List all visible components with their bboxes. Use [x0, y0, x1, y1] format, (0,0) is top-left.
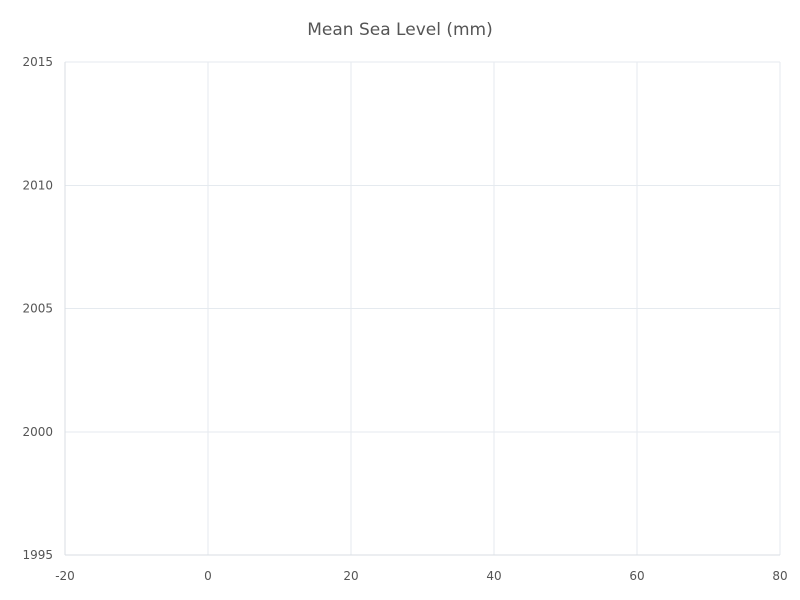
- x-tick-label: 20: [343, 569, 358, 583]
- chart-title: Mean Sea Level (mm): [307, 20, 493, 40]
- x-tick-label: 0: [204, 569, 212, 583]
- y-tick-label: 2015: [22, 55, 53, 69]
- y-tick-label: 2005: [22, 302, 53, 316]
- x-tick-label: 40: [486, 569, 501, 583]
- x-tick-label: -20: [55, 569, 75, 583]
- y-tick-label: 2010: [22, 178, 53, 192]
- x-tick-label: 60: [629, 569, 644, 583]
- y-tick-label: 2000: [22, 425, 53, 439]
- y-tick-label: 1995: [22, 548, 53, 562]
- x-tick-label: 80: [772, 569, 787, 583]
